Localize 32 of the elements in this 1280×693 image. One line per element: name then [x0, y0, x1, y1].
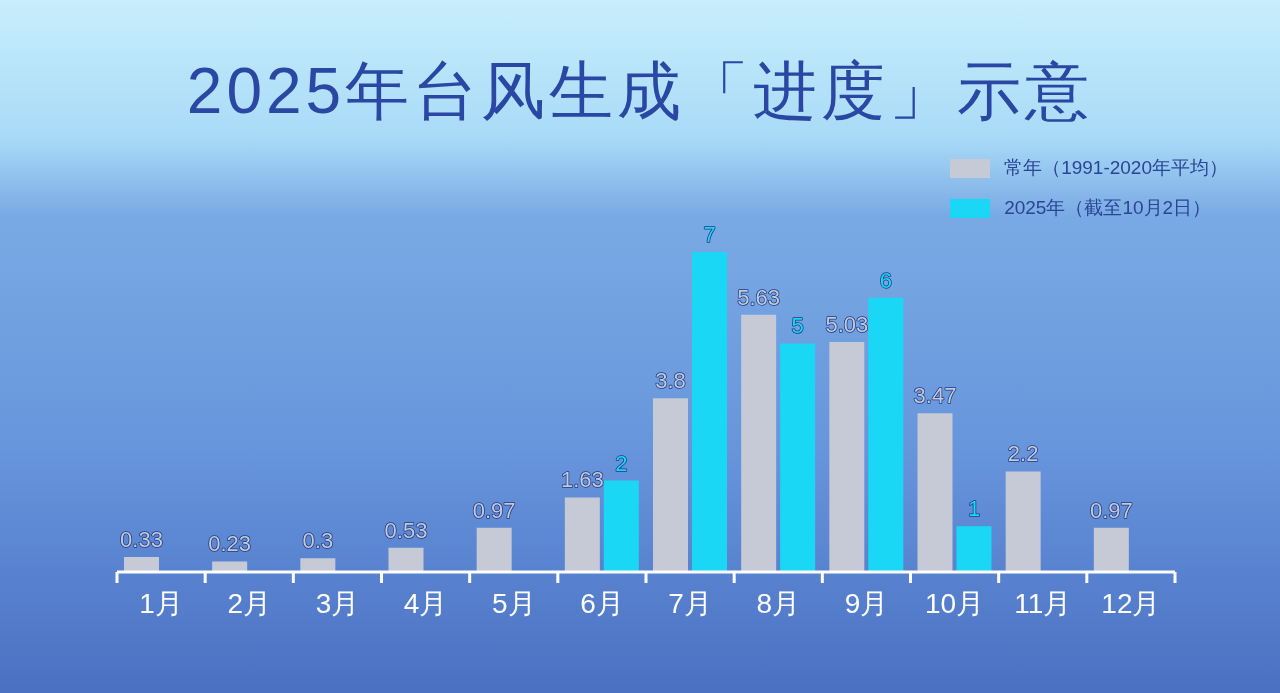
data-label: 0.97: [1089, 497, 1133, 523]
chart-title: 2025年台风生成「进度」示意: [185, 54, 1095, 129]
data-label: 3.8: [655, 368, 686, 394]
data-label: 1.63: [560, 467, 604, 493]
data-label: 0.23: [208, 531, 252, 557]
data-label: 0.53: [384, 517, 428, 543]
x-tick-label: 11月: [1014, 588, 1072, 619]
x-tick-label: 4月: [403, 588, 448, 619]
data-label: 3.47: [913, 383, 957, 409]
legend-label: 常年（1991-2020年平均）: [1004, 156, 1228, 180]
data-label: 0.33: [120, 526, 163, 552]
x-tick-label: 9月: [844, 588, 889, 619]
data-label: 5.63: [737, 284, 781, 310]
x-tick-label: 8月: [756, 588, 801, 619]
x-tick-label: 10月: [925, 588, 985, 619]
data-label: 0.97: [472, 497, 516, 523]
x-tick-label: 6月: [580, 588, 624, 619]
data-label: 5.03: [825, 312, 869, 338]
x-tick-label: 2月: [227, 588, 272, 619]
x-tick-label: 12月: [1101, 588, 1161, 619]
data-label: 2: [615, 450, 628, 476]
x-tick-label: 5月: [491, 588, 536, 619]
x-tick-label: 7月: [668, 588, 712, 619]
data-label: 1: [967, 496, 981, 522]
data-label: 6: [879, 267, 892, 293]
x-tick-label: 3月: [315, 588, 360, 619]
data-label: 2.2: [1007, 441, 1039, 467]
data-label: 5: [791, 313, 804, 339]
data-label: 0.3: [302, 528, 334, 554]
legend-label: 2025年（截至10月2日）: [1004, 196, 1212, 220]
data-label: 7: [703, 222, 716, 247]
x-tick-label: 1月: [139, 588, 183, 619]
